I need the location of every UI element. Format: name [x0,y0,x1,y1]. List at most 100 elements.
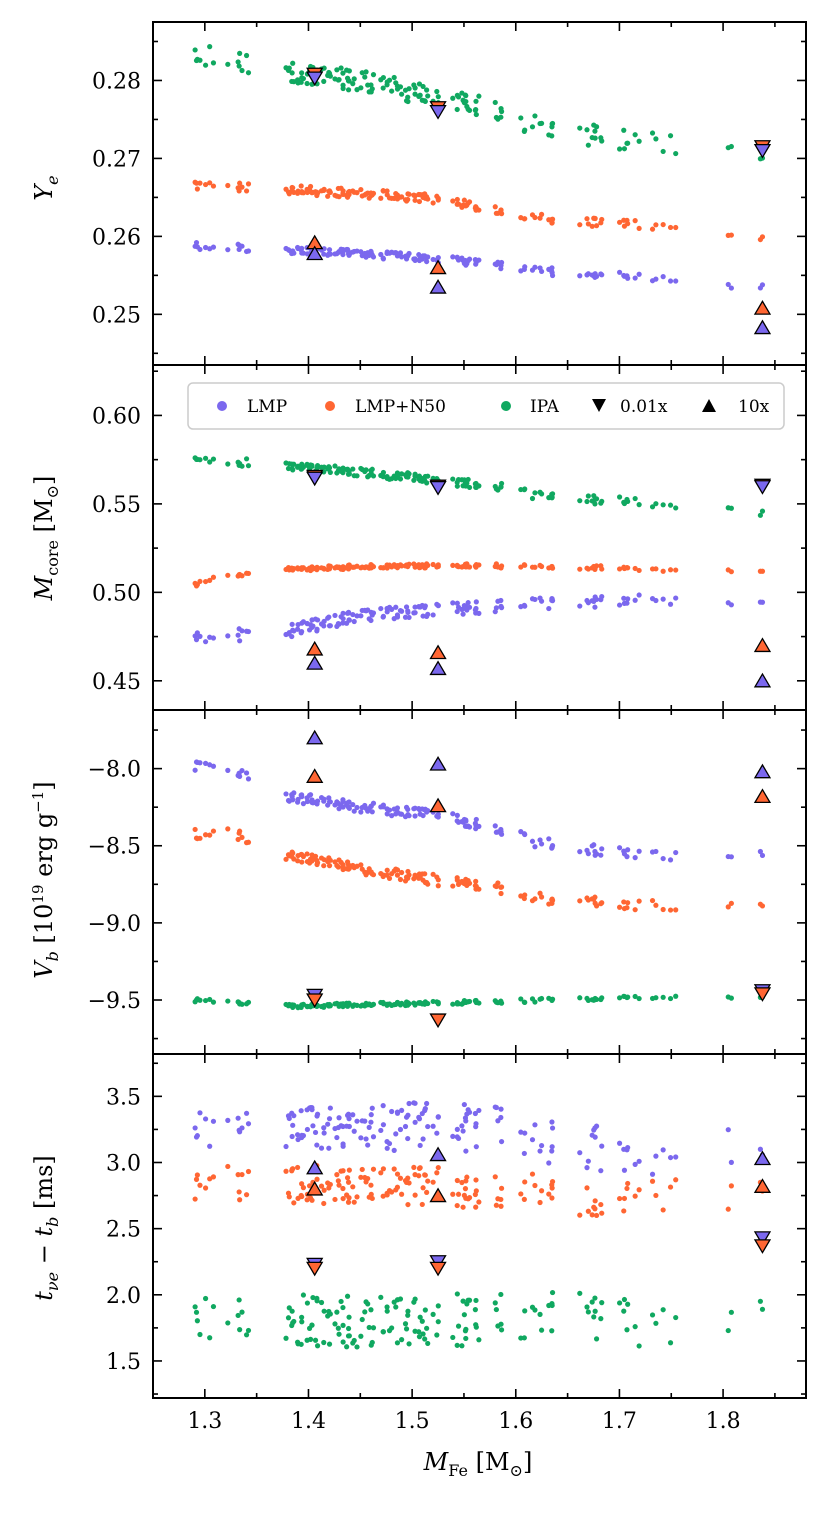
point-ye-ipa [344,75,351,81]
point-vb-lmp-n50 [621,899,627,905]
point-vb-lmp-n50 [397,876,404,883]
point-tnu-lmp-n50 [318,1183,325,1189]
point-vb-ipa [472,998,478,1004]
point-ye-ipa [386,77,393,83]
point-vb-lmp [591,842,597,848]
point-mcore-lmp [632,597,638,603]
point-vb-ipa [351,1002,357,1008]
point-tnu-lmp-n50 [358,1174,364,1180]
point-ye-lmp-n50 [405,196,411,203]
point-tnu-ipa [405,1308,411,1314]
point-tnu-lmp-n50 [472,1191,478,1198]
point-tnu-lmp-n50 [207,1176,213,1182]
point-mcore-ipa [465,476,471,483]
legend-label-lmp: LMP [247,397,287,417]
point-ye-lmp-n50 [417,192,423,198]
point-ye-lmp-n50 [380,188,386,194]
point-mcore-lmp [406,614,412,621]
point-mcore-ipa [411,477,417,483]
point-ye-lmp [321,246,327,252]
point-tnu-lmp [378,1127,384,1134]
point-tnu-ipa [454,1342,460,1348]
point-tnu-ipa [463,1335,469,1342]
point-mcore-lmp-n50 [759,568,766,574]
point-ye-lmp [537,265,543,271]
point-ye-ipa [245,70,252,76]
frame-layer [152,21,807,1399]
point-vb-lmp-n50 [422,871,428,877]
point-tnu-lmp-n50 [345,1179,352,1185]
xtick-label-2: 1.5 [395,1409,430,1434]
point-mcore-lmp [472,607,478,613]
point-tnu-lmp-n50 [393,1187,399,1193]
point-vb-lmp-n50 [304,851,310,857]
point-tnu-lmp [380,1122,387,1128]
point-ye-ipa [321,78,327,84]
point-tnu-lmp-n50 [624,1185,630,1192]
point-tnu-lmp [473,1124,479,1130]
point-tnu-lmp-n50 [340,1195,346,1202]
ytick-label-mcore-3: 0.60 [92,404,141,429]
point-vb-ipa [417,1000,423,1006]
point-tnu-ipa [245,1327,252,1334]
point-mcore-lmp [332,612,338,619]
point-ye-lmp-n50 [546,217,552,223]
point-ye-lmp [394,251,401,257]
point-ye-lmp-n50 [532,214,538,221]
marker-tnu-down-10 [753,1231,772,1246]
point-mcore-lmp [304,620,310,627]
point-ye-lmp-n50 [358,186,364,193]
point-tnu-lmp [318,1145,325,1151]
point-mcore-lmp [298,630,304,636]
point-mcore-lmp-n50 [225,572,231,578]
point-tnu-ipa [345,1325,352,1332]
point-ye-lmp-n50 [245,181,252,187]
point-tnu-ipa [193,1309,200,1315]
point-tnu-lmp-n50 [285,1190,292,1196]
point-tnu-ipa [304,1337,310,1343]
point-tnu-ipa [338,1298,344,1305]
point-tnu-ipa [210,1303,217,1310]
point-vb-lmp-n50 [417,874,423,880]
point-tnu-lmp [636,1158,642,1164]
point-tnu-lmp-n50 [321,1200,327,1207]
point-vb-lmp [599,846,605,852]
point-tnu-lmp-n50 [667,1184,674,1190]
point-tnu-ipa [344,1344,350,1350]
point-ye-ipa [660,148,666,155]
point-mcore-lmp [344,610,351,616]
triangle-markers-layer [306,67,772,1277]
point-tnu-lmp-n50 [370,1166,377,1172]
point-mcore-lmp [235,632,241,638]
point-mcore-lmp-n50 [405,562,411,568]
point-tnu-lmp [194,1133,200,1139]
point-vb-ipa [380,999,386,1006]
point-ye-lmp-n50 [344,194,351,200]
point-vb-ipa [304,1003,310,1010]
point-mcore-lmp-n50 [537,562,543,569]
point-vb-lmp [450,811,456,817]
point-tnu-lmp [462,1115,469,1121]
point-tnu-lmp-n50 [521,1196,527,1202]
point-vb-ipa [521,999,527,1005]
point-vb-ipa [194,996,200,1002]
point-mcore-ipa [466,484,473,491]
point-tnu-ipa [521,1335,527,1341]
point-vb-lmp [660,855,666,862]
point-mcore-ipa [537,489,543,495]
point-tnu-lmp [366,1124,372,1130]
point-ye-ipa [289,78,295,85]
point-ye-lmp [492,261,498,267]
point-mcore-ipa [245,463,252,469]
point-tnu-lmp-n50 [368,1182,374,1188]
point-tnu-ipa [636,1343,642,1349]
point-mcore-lmp [412,610,418,616]
point-ye-ipa [285,67,292,74]
ylabel-vb: Vb [1019 erg g−1] [29,781,62,978]
point-tnu-lmp [549,1125,556,1131]
point-tnu-ipa [194,1318,200,1324]
point-mcore-lmp [207,634,213,640]
point-mcore-ipa [649,504,656,510]
point-ye-lmp-n50 [461,197,467,203]
point-tnu-lmp-n50 [332,1196,338,1203]
